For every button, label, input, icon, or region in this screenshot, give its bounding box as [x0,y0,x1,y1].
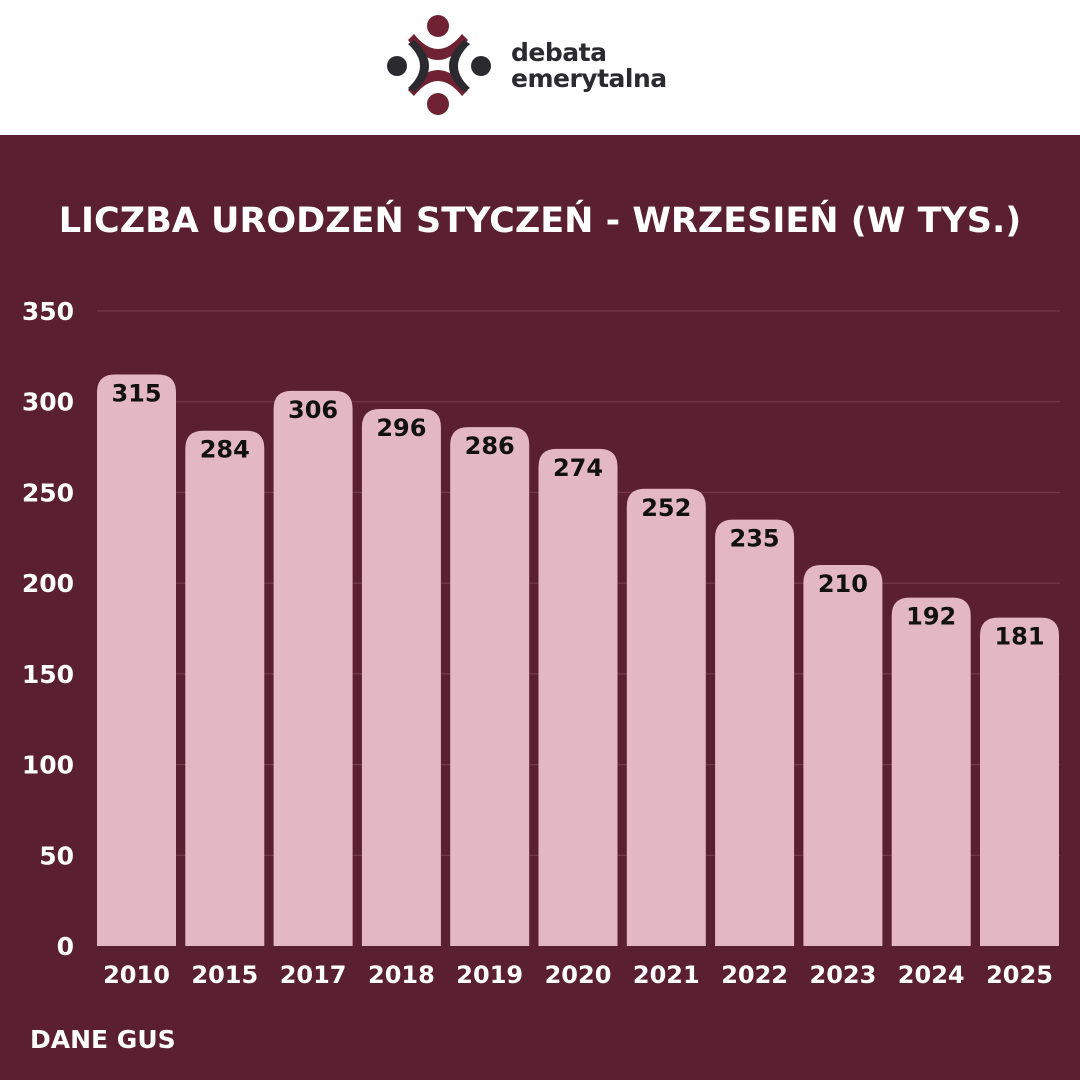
bar [626,488,706,946]
y-axis-ticks: 0 50 100 150 200 250 300 350 [22,297,74,961]
y-tick-label: 200 [22,569,74,598]
header: debata emerytalna [0,0,1080,135]
y-tick-label: 100 [22,751,74,780]
bar [361,408,441,946]
y-tick-label: 150 [22,660,74,689]
x-tick-label: 2021 [633,961,700,989]
bar [450,427,530,947]
bar-value-label: 210 [818,570,868,598]
x-tick-label: 2024 [898,961,965,989]
y-tick-label: 50 [39,841,74,870]
bar-value-label: 181 [994,623,1044,651]
bar [273,390,353,946]
y-tick-label: 300 [22,388,74,417]
bar-value-label: 284 [200,436,250,464]
x-tick-label: 2019 [456,961,523,989]
bar [185,430,265,946]
bar [891,597,971,946]
x-tick-label: 2020 [545,961,612,989]
y-tick-label: 350 [22,297,74,326]
logo-line-2: emerytalna [511,64,667,93]
x-axis-ticks: 2010 2015 2017 2018 2019 2020 2021 2022 2023 2024… [103,961,1053,989]
bar-value-label: 296 [376,414,426,442]
bar [715,519,795,946]
logo-line-1: debata [511,38,607,67]
source-label: DANE GUS [30,1025,176,1054]
x-tick-label: 2023 [810,961,877,989]
x-tick-label: 2010 [103,961,170,989]
x-tick-label: 2015 [191,961,258,989]
x-tick-label: 2025 [986,961,1053,989]
chart-title: LICZBA URODZEŃ STYCZEŃ - WRZESIEŃ (W TYS… [59,199,1022,241]
bar-value-label: 252 [641,494,691,522]
x-tick-label: 2022 [721,961,788,989]
bar-value-label: 235 [730,525,780,553]
bar [803,565,883,946]
bar-value-label: 286 [465,432,515,460]
bar-value-label: 192 [906,603,956,631]
bar-value-label: 274 [553,454,603,482]
logo-text: debata emerytalna [511,40,667,92]
bars: 315 284 306 296 286 274 252 235 210 192 181 [97,374,1059,947]
y-tick-label: 0 [57,932,74,961]
x-tick-label: 2017 [280,961,347,989]
bar-value-label: 315 [111,380,161,408]
logo-icon [387,15,491,115]
y-tick-label: 250 [22,478,74,507]
bar [97,374,176,946]
bar-value-label: 306 [288,396,338,424]
bar [980,617,1059,946]
x-tick-label: 2018 [368,961,435,989]
bar [538,448,618,946]
